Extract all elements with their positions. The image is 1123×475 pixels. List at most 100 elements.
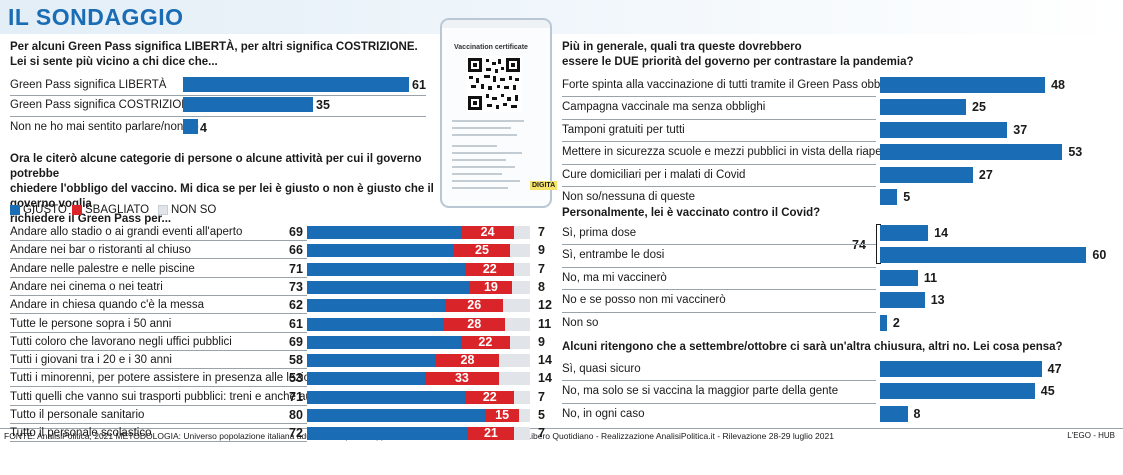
q3-value: 48	[1051, 78, 1066, 92]
phone-certificate-title: Vaccination certificate	[454, 44, 528, 51]
q5-value: 45	[1040, 384, 1055, 399]
q2-row-label: Tutti quelli che vanno sui trasporti pub…	[10, 390, 341, 403]
legend-label-non-so: NON SO	[171, 204, 217, 216]
q3-value: 53	[1068, 145, 1083, 160]
q2-row-label: Tutto il personale sanitario	[10, 409, 145, 421]
q2-value-giusto: 62	[289, 298, 303, 313]
q3-value: 5	[903, 190, 911, 204]
q3-label: Forte spinta alla vaccinazione di tutti …	[562, 79, 921, 91]
q2-question: Ora le citerò alcune categorie di person…	[10, 152, 440, 227]
q2-value-giusto: 72	[289, 426, 303, 441]
q2-question-line: richiedere il Green Pass per...	[10, 213, 172, 225]
q2-row-label: Tutti coloro che lavorano negli uffici p…	[10, 335, 232, 348]
q2-bar-giusto	[307, 372, 426, 386]
q2-bar-sbagliato	[425, 372, 499, 386]
header-bar	[0, 0, 1123, 34]
q3-divider	[562, 118, 876, 120]
q2-row-label: Andare nei cinema o nei teatri	[10, 280, 163, 293]
q2-bar-sbagliato	[460, 335, 510, 349]
q4-question: Personalmente, lei è vaccinato contro il…	[562, 207, 821, 219]
q4-label: No e se posso non mi vaccinerò	[562, 294, 726, 307]
page-title: IL SONDAGGIO	[8, 4, 184, 30]
q2-row-divider	[10, 294, 307, 296]
q2-bar-sbagliato	[436, 354, 499, 368]
q2-row-label: Tutte le persone sopra i 50 anni	[10, 317, 172, 330]
q2-value-sbagliato: 33	[454, 371, 469, 386]
q2-row-divider	[10, 349, 307, 351]
divider	[10, 95, 426, 96]
phone-illustration: Vaccination certificate	[440, 18, 552, 208]
q2-row-divider	[10, 423, 307, 424]
q2-row-divider	[10, 441, 307, 443]
q1-bar	[183, 97, 313, 112]
q5-label: No, in ogni caso	[562, 407, 645, 420]
q3-value: 25	[972, 100, 986, 115]
q4-label: Sì, prima dose	[562, 227, 637, 239]
q3-divider	[562, 163, 876, 165]
q3-label: Non so/nessuna di queste	[562, 191, 695, 203]
qr-code-icon	[466, 56, 522, 117]
q3-label: Tamponi gratuiti per tutti	[562, 123, 685, 136]
q1-question-line: Per alcuni Green Pass significa LIBERTÀ,…	[10, 41, 418, 53]
legend-label-sbagliato: SBAGLIATO	[85, 204, 150, 216]
q5-label: Sì, quasi sicuro	[562, 363, 641, 375]
q3-divider	[562, 141, 876, 143]
q5-value: 47	[1047, 362, 1062, 376]
q2-bar-sbagliato	[467, 427, 515, 441]
q2-bar-giusto	[307, 390, 466, 404]
q3-label: Campagna vaccinale ma senza obblighi	[562, 101, 766, 114]
q4-bar	[880, 247, 1087, 264]
q2-bar-giusto	[307, 299, 446, 313]
q2-value-giusto: 71	[289, 261, 303, 276]
q2-bar-giusto	[307, 335, 461, 349]
q2-value-nonso: 5	[538, 408, 545, 422]
q2-value-nonso: 9	[538, 334, 545, 349]
q3-bar	[880, 99, 966, 116]
q2-question-line: Ora le citerò alcune categorie di person…	[10, 153, 422, 180]
footer-credit: L'EGO - HUB	[1067, 431, 1115, 440]
q2-value-giusto: 66	[289, 243, 303, 258]
q2-value-sbagliato: 22	[478, 334, 493, 349]
q2-row-divider	[10, 386, 307, 388]
q2-value-sbagliato: 26	[467, 298, 482, 313]
legend-swatch-sbagliato	[72, 205, 82, 215]
q2-value-giusto: 71	[289, 389, 303, 404]
q4-bracket	[876, 224, 881, 264]
q1-question-line: Lei si sente più vicino a chi dice che..…	[10, 56, 218, 68]
q5-question: Alcuni ritengono che a settembre/ottobre…	[562, 341, 1063, 353]
q3-question: Più in generale, quali tra queste dovreb…	[562, 40, 962, 70]
q3-bar	[880, 189, 898, 205]
q2-bar-sbagliato	[443, 317, 506, 331]
q2-row-label: Tutto il personale scolastico	[10, 427, 152, 440]
q3-divider	[562, 186, 876, 187]
q3-value: 37	[1013, 122, 1028, 137]
q3-question-line: Più in generale, quali tra queste dovreb…	[562, 41, 802, 53]
q4-value: 2	[892, 315, 900, 330]
q2-row-divider	[10, 276, 307, 278]
q2-row-label: Andare nelle palestre e nelle piscine	[10, 262, 195, 275]
q2-bar-sbagliato	[454, 244, 510, 258]
q2-bar-sbagliato	[465, 390, 515, 404]
q3-bar	[880, 121, 1008, 138]
phone-status-bar	[442, 20, 550, 28]
q4-label: Non so	[562, 316, 599, 329]
q4-value: 11	[923, 270, 938, 285]
q2-value-sbagliato: 19	[483, 279, 498, 294]
phone-text-lines	[452, 120, 542, 194]
q2-bar-giusto	[307, 409, 486, 422]
q2-value-nonso: 7	[538, 261, 545, 276]
q2-value-giusto: 61	[289, 316, 303, 331]
q2-value-giusto: 58	[289, 353, 303, 368]
q4-bar	[880, 269, 918, 286]
phone-brand-label: DIGITA	[530, 181, 558, 190]
q2-value-sbagliato: 28	[467, 316, 482, 331]
q4-bar	[880, 292, 925, 309]
q2-row-divider	[10, 313, 307, 315]
q5-value: 8	[913, 406, 921, 421]
q4-label: Sì, entrambe le dosi	[562, 249, 665, 262]
q5-bar	[880, 383, 1035, 400]
q2-value-nonso: 7	[538, 225, 545, 239]
q1-value: 35	[316, 98, 330, 112]
q4-bar	[880, 225, 929, 241]
q5-label: No, ma solo se si vaccina la maggior par…	[562, 385, 839, 398]
